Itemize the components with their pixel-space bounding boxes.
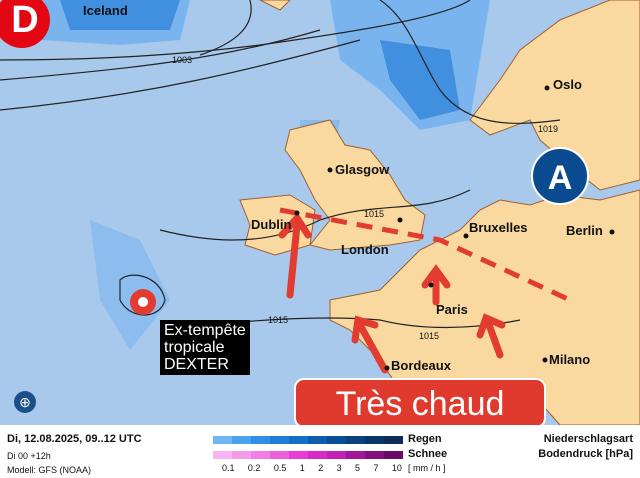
scale-swatch [251,436,270,444]
city-label-paris: Paris [436,302,468,317]
unit-label: [ mm / h ] [408,463,446,473]
scale-swatch [213,436,232,444]
scale-swatch [346,436,365,444]
scale-tick: 10 [391,463,402,473]
rain-scale [213,436,403,444]
city-label-berlin: Berlin [566,223,603,238]
scale-swatch [289,451,308,459]
scale-tick: 5 [355,463,361,473]
isobar-label: 1003 [172,55,193,65]
scale-swatch [384,451,403,459]
rain-label: Regen [408,433,442,445]
city-dots [294,85,615,371]
scale-swatch [232,451,251,459]
city-label-glasgow: Glasgow [335,162,390,177]
scale-swatch [346,451,365,459]
front-line [279,207,572,303]
scale-swatch [232,436,251,444]
scale-swatch [327,451,346,459]
scale-swatch [365,451,384,459]
scale-swatch [213,451,232,459]
scale-swatch [289,436,308,444]
storm-label: Ex-tempête tropicale DEXTER [160,320,250,375]
type-label: Niederschlagsart [543,433,633,445]
storm-line-1: Ex-tempête [164,322,246,339]
isobar-label: 1015 [419,331,440,341]
city-label-dublin: Dublin [251,217,292,232]
globe-icon[interactable]: ⊕ [14,391,36,413]
pressure-label: Bodendruck [hPa] [538,448,633,460]
scale-tick: 0.1 [222,463,235,473]
land-masses [239,0,640,425]
scale-tick: 0.5 [273,463,287,473]
storm-icon [130,289,156,315]
scale-swatch [270,436,289,444]
storm-line-2: tropicale [164,339,225,356]
date-label: Di, 12.08.2025, 09..12 UTC [7,433,142,445]
scale-tick: 2 [318,463,324,473]
scale-ticks: 0.1 0.2 0.5 1 2 3 5 7 10 [222,463,402,473]
isobar-label: 1015 [268,315,289,325]
heat-arrows [278,212,506,374]
headline-banner: Très chaud [294,378,546,425]
city-label-london: London [341,242,389,257]
scale-swatch [365,436,384,444]
city-label-oslo: Oslo [553,77,582,92]
city-label-bruxelles: Bruxelles [469,220,528,235]
scale-swatch [270,451,289,459]
scale-tick: 3 [336,463,342,473]
scale-tick: 1 [299,463,305,473]
run-label: Di 00 +12h [7,451,51,461]
isobar-label: 1019 [538,124,559,134]
isobar-label: 1015 [364,209,385,219]
scale-swatch [308,451,327,459]
city-label-milano: Milano [549,352,591,367]
weather-map: D Iceland Oslo Glasgow Dublin London Bru… [0,0,640,425]
scale-tick: 0.2 [247,463,261,473]
high-pressure-marker: A [531,147,589,205]
city-label-bordeaux: Bordeaux [391,358,451,373]
scale-swatch [251,451,270,459]
storm-line-3: DEXTER [164,356,229,373]
city-label-iceland: Iceland [83,3,128,18]
map-graphics [0,0,640,425]
scale-swatch [327,436,346,444]
scale-swatch [384,436,403,444]
snow-label: Schnee [408,448,448,460]
scale-swatch [308,436,327,444]
scale-tick: 7 [373,463,379,473]
model-label: Modell: GFS (NOAA) [7,465,92,475]
legend-footer: Di, 12.08.2025, 09..12 UTC Di 00 +12h Mo… [0,425,640,478]
snow-scale [213,451,403,459]
